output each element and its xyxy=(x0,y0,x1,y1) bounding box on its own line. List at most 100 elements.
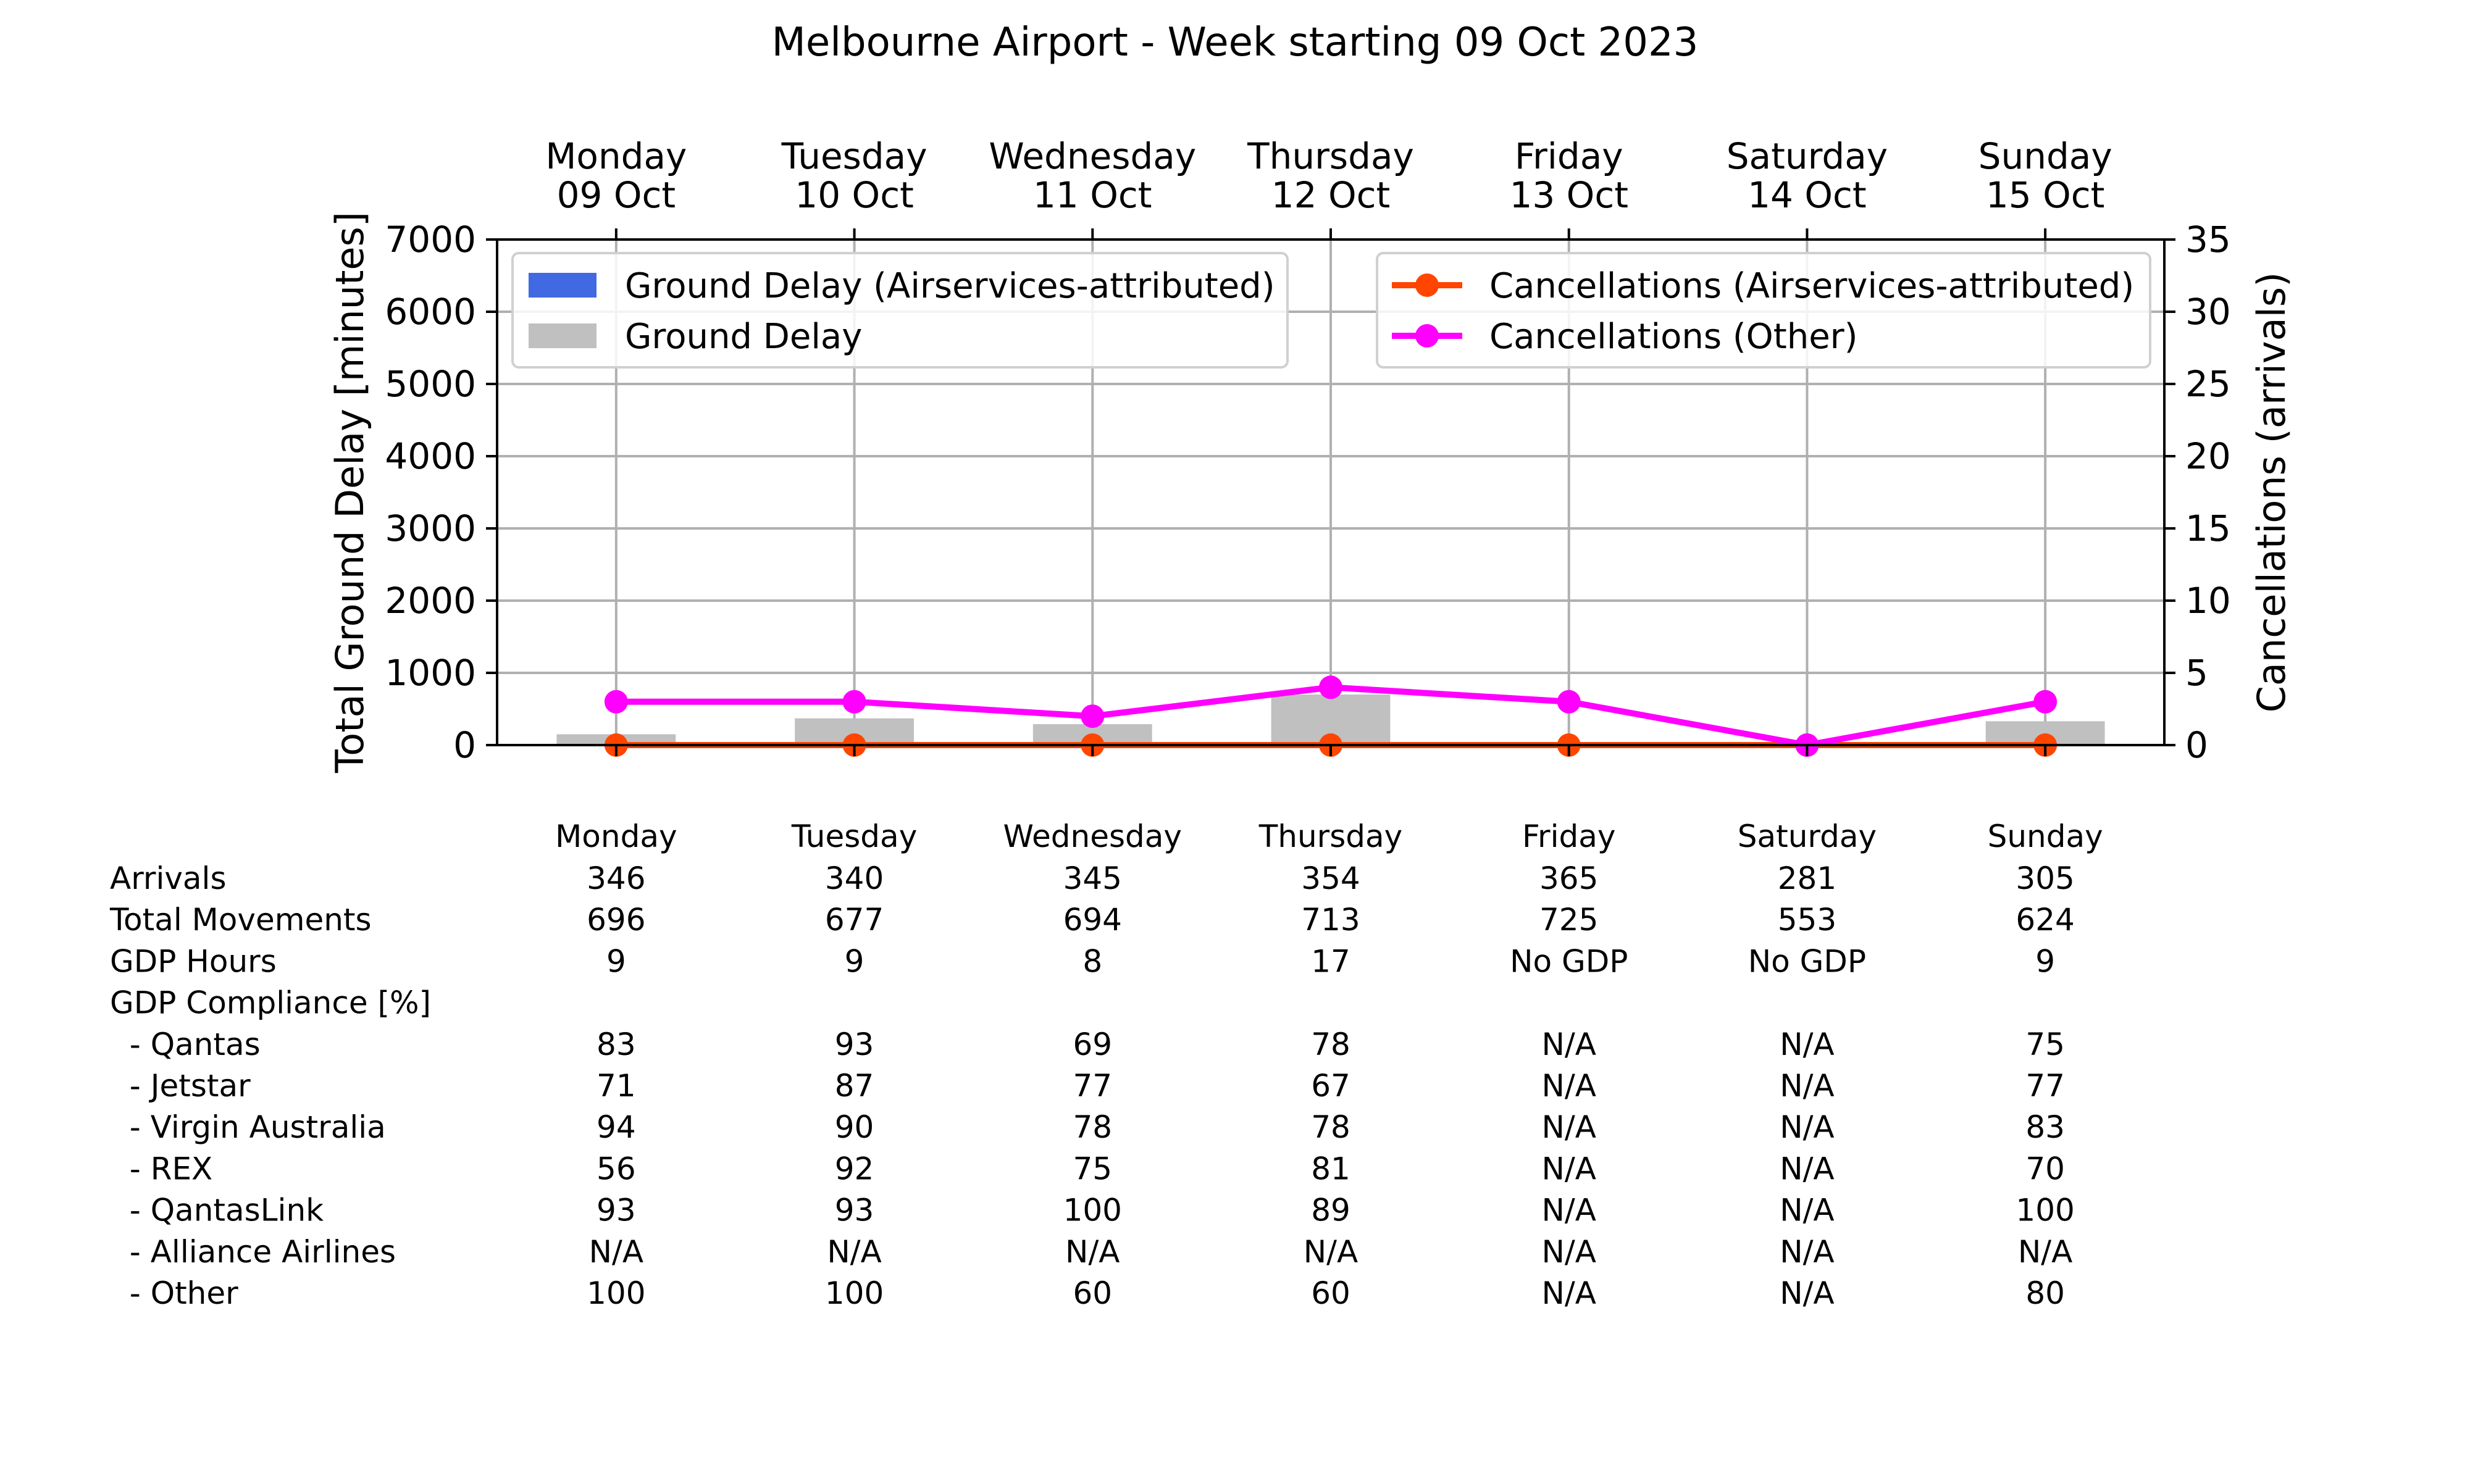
table-cell: 340 xyxy=(825,861,884,896)
table-cell: N/A xyxy=(1541,1068,1596,1104)
table-cell: 77 xyxy=(1073,1068,1112,1104)
table-cell: N/A xyxy=(1780,1275,1834,1311)
table-cell: 60 xyxy=(1311,1275,1350,1311)
y2-tick-label: 20 xyxy=(2185,435,2231,477)
table-row-label: GDP Hours xyxy=(110,943,277,979)
series-point xyxy=(1081,704,1105,728)
table-cell: N/A xyxy=(1541,1151,1596,1186)
y-tick-label: 4000 xyxy=(385,435,476,477)
table-cell: 60 xyxy=(1073,1275,1112,1311)
table-cell: 75 xyxy=(2025,1027,2065,1062)
y-tick-label: 6000 xyxy=(385,291,476,333)
table-cell: N/A xyxy=(1304,1234,1358,1270)
legend-label: Ground Delay xyxy=(625,317,862,357)
y2-tick-label: 0 xyxy=(2185,724,2208,766)
table-header-cell: Saturday xyxy=(1738,819,1877,854)
legend-box-lines xyxy=(1376,252,2151,369)
table-cell: N/A xyxy=(1780,1193,1834,1228)
table-row-label: - QantasLink xyxy=(110,1193,324,1228)
table-cell: 71 xyxy=(597,1068,636,1104)
table-cell: 75 xyxy=(1073,1151,1112,1186)
table-cell: 8 xyxy=(1082,943,1102,979)
table-cell: 9 xyxy=(2035,943,2055,979)
table-cell: 92 xyxy=(835,1151,874,1186)
table-cell: 694 xyxy=(1063,902,1122,938)
axis-layer: 0 1000 2000 3000 4000 5000 6000 7000 0 5 10 15 20 25 3… xyxy=(327,135,2294,773)
y-tick-label: 5000 xyxy=(385,363,476,405)
series-point xyxy=(604,690,628,714)
legend-swatch-marker xyxy=(1415,273,1439,297)
legend-swatch-marker xyxy=(1415,324,1439,348)
table-row-label: Arrivals xyxy=(110,861,227,896)
table-row-label: - Other xyxy=(110,1275,238,1311)
legend-swatch-bar xyxy=(529,323,597,348)
y-tick-label: 7000 xyxy=(385,219,476,261)
table-header-cell: Tuesday xyxy=(791,819,917,854)
table-cell: 365 xyxy=(1539,861,1598,896)
table-cell: 100 xyxy=(2016,1193,2074,1228)
table-cell: 696 xyxy=(587,902,645,938)
x-tick-label-date: 10 Oct xyxy=(795,174,914,216)
table-header-cell: Wednesday xyxy=(1003,819,1182,854)
chart-title: Melbourne Airport - Week starting 09 Oct… xyxy=(772,20,1699,65)
y2-tick-label: 10 xyxy=(2185,580,2231,622)
table-layer: Monday Tuesday Wednesday Thursday Friday Satu… xyxy=(109,819,2103,1311)
table-header-cell: Monday xyxy=(555,819,677,854)
x-tick-label-date: 09 Oct xyxy=(557,174,676,216)
table-cell: 281 xyxy=(1778,861,1836,896)
table-cell: 725 xyxy=(1539,902,1598,938)
table-cell: 553 xyxy=(1778,902,1836,938)
table-cell: 70 xyxy=(2025,1151,2065,1186)
y-tick-label: 0 xyxy=(453,724,476,766)
table-row-label: - Alliance Airlines xyxy=(110,1234,396,1270)
series-point xyxy=(1319,675,1342,699)
y-tick-label: 2000 xyxy=(385,580,476,622)
table-cell: N/A xyxy=(1780,1027,1834,1062)
table-cell: 17 xyxy=(1311,943,1350,979)
x-tick-label-day: Friday xyxy=(1515,135,1623,177)
y-axis-label: Total Ground Delay [minutes] xyxy=(327,212,372,773)
table-cell: 67 xyxy=(1311,1068,1350,1104)
table-row-label: Total Movements xyxy=(109,902,372,938)
table-cell: 100 xyxy=(825,1275,884,1311)
x-tick-label-date: 12 Oct xyxy=(1271,174,1391,216)
table-cell: N/A xyxy=(1541,1234,1596,1270)
y2-tick-label: 25 xyxy=(2185,363,2231,405)
x-tick-label-date: 11 Oct xyxy=(1033,174,1152,216)
table-row-label: GDP Compliance [%] xyxy=(110,985,431,1021)
series-point xyxy=(842,690,866,714)
legend-swatch-bar xyxy=(529,273,597,298)
table-row-label: - Jetstar xyxy=(110,1068,251,1104)
table-cell: 94 xyxy=(597,1109,636,1145)
table-cell: 9 xyxy=(845,943,865,979)
table-cell: 713 xyxy=(1301,902,1360,938)
x-tick-label-day: Monday xyxy=(545,135,687,177)
table-cell: 56 xyxy=(597,1151,636,1186)
table-row-label: - Qantas xyxy=(110,1027,261,1062)
x-tick-label-day: Sunday xyxy=(1978,135,2112,177)
x-tick-label-date: 15 Oct xyxy=(1986,174,2105,216)
table-cell: 305 xyxy=(2016,861,2074,896)
y-tick-label: 3000 xyxy=(385,507,476,549)
table-cell: N/A xyxy=(1780,1109,1834,1145)
x-tick-label-date: 14 Oct xyxy=(1748,174,1867,216)
y2-axis-label: Cancellations (arrivals) xyxy=(2249,272,2294,713)
table-cell: 89 xyxy=(1311,1193,1350,1228)
table-cell: 78 xyxy=(1073,1109,1112,1145)
table-cell: 93 xyxy=(835,1193,874,1228)
legend-label: Cancellations (Airservices-attributed) xyxy=(1489,266,2134,306)
table-cell: N/A xyxy=(1780,1068,1834,1104)
table-cell: N/A xyxy=(827,1234,881,1270)
table-row-label: - Virgin Australia xyxy=(110,1109,386,1145)
table-cell: 354 xyxy=(1301,861,1360,896)
table-cell: 346 xyxy=(587,861,645,896)
table-cell: N/A xyxy=(1065,1234,1120,1270)
table-cell: N/A xyxy=(1541,1027,1596,1062)
table-cell: 83 xyxy=(597,1027,636,1062)
table-cell: 87 xyxy=(835,1068,874,1104)
y-tick-label: 1000 xyxy=(385,652,476,694)
legend-box-bars xyxy=(511,252,1289,369)
table-cell: N/A xyxy=(589,1234,643,1270)
table-cell: N/A xyxy=(1541,1275,1596,1311)
